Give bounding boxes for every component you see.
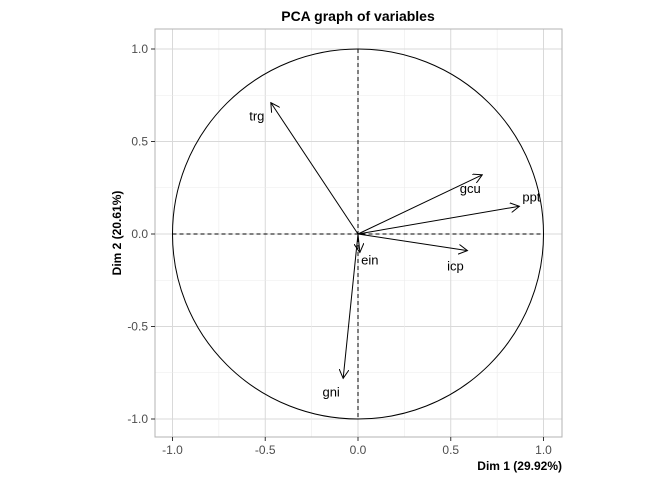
y-tick-label: 0.0 <box>131 227 148 241</box>
label-gni: gni <box>322 384 339 399</box>
arrow-gcu <box>357 175 482 235</box>
arrow-trg <box>271 103 359 235</box>
ticks: -1.0 -0.5 0.0 0.5 1.0 -1.0 -0.5 0.0 0.5 1.0 <box>127 42 552 457</box>
x-tick-label: 0.0 <box>350 443 367 457</box>
marks: trg gcu ppt ein icp gni <box>172 48 544 420</box>
x-tick-label: 0.5 <box>442 443 459 457</box>
x-tick-label: 1.0 <box>535 443 552 457</box>
y-axis-label: Dim 2 (20.61%) <box>110 191 124 276</box>
y-tick-label: -1.0 <box>127 412 148 426</box>
label-trg: trg <box>249 109 264 124</box>
x-tick-label: -1.0 <box>162 443 183 457</box>
x-axis-label: Dim 1 (29.92%) <box>477 459 562 473</box>
x-tick-label: -0.5 <box>255 443 276 457</box>
y-tick-label: 0.5 <box>131 135 148 149</box>
arrow-ein <box>358 233 360 253</box>
arrow-icp <box>357 233 467 251</box>
y-tick-label: -0.5 <box>127 320 148 334</box>
label-ein: ein <box>361 253 378 268</box>
arrow-gni <box>343 233 359 378</box>
label-ppt: ppt <box>522 189 540 204</box>
label-gcu: gcu <box>460 181 481 196</box>
y-tick-label: 1.0 <box>131 42 148 56</box>
chart-title: PCA graph of variables <box>281 8 435 24</box>
label-icp: icp <box>447 259 464 274</box>
arrow-ppt <box>357 206 519 235</box>
